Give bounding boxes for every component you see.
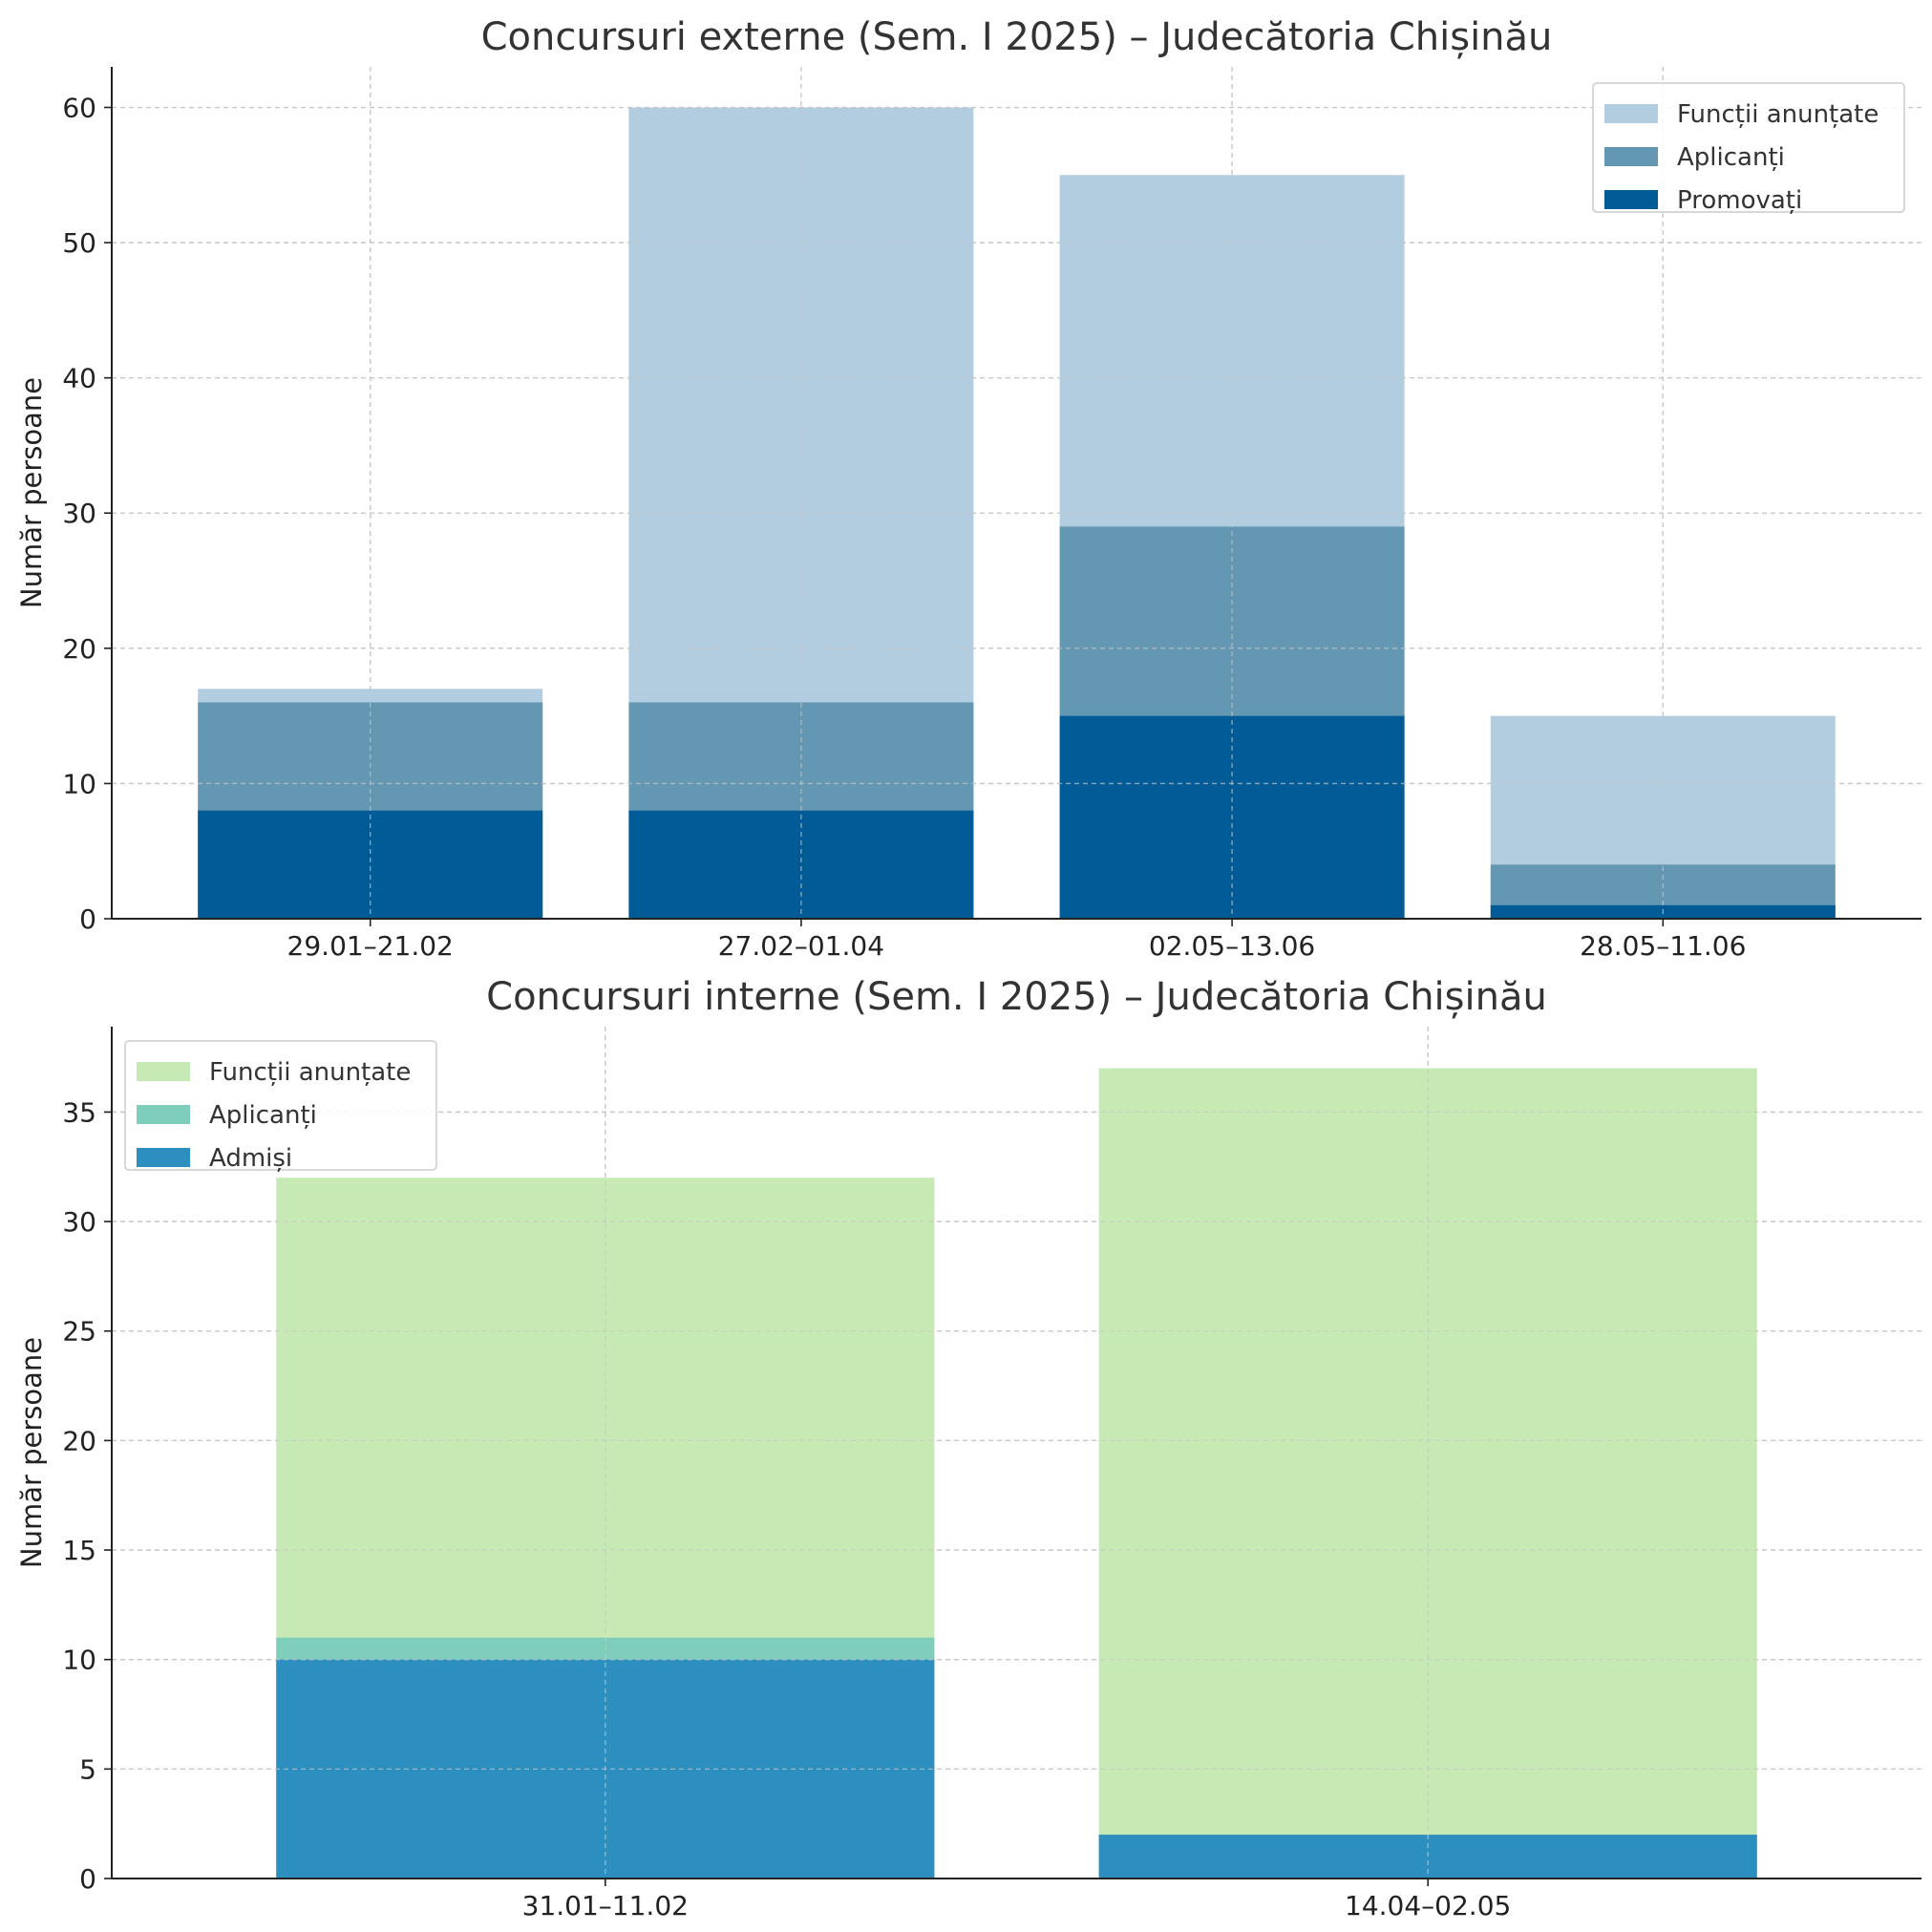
x-tick-label: 27.02–01.04: [718, 930, 884, 962]
legend-label: Funcții anunțate: [1677, 100, 1879, 129]
legend-box: [124, 1040, 437, 1171]
y-tick-label: 30: [62, 1206, 96, 1238]
legend: Funcții anunțate Aplicanți Promovați: [1592, 82, 1905, 215]
legend-box: [1592, 82, 1905, 213]
y-tick-label: 50: [62, 227, 96, 259]
subplot-1: 0 10 20 30 40 50 60 29.01–21.02 27.02–01.04 02.05…: [15, 15, 1921, 962]
legend-label: Admiși: [209, 1144, 292, 1173]
y-tick-label: 20: [62, 1425, 96, 1456]
legend-label: Funcții anunțate: [209, 1058, 411, 1087]
legend-swatch: [1604, 190, 1658, 209]
y-tick-label: 5: [79, 1753, 96, 1785]
y-tick-label: 60: [62, 92, 96, 123]
legend-swatch: [137, 1148, 190, 1167]
subplot-2: 0 5 10 15 20 25 30 35 31.01–11.02 14.04–02.05 Conc…: [15, 975, 1921, 1921]
legend-swatch: [137, 1062, 190, 1081]
x-tick-label: 28.05–11.06: [1580, 930, 1746, 962]
y-tick-label: 20: [62, 633, 96, 665]
y-tick-label: 30: [62, 498, 96, 529]
legend-label: Aplicanți: [209, 1101, 317, 1130]
legend-swatch: [137, 1105, 190, 1124]
x-tick-label: 29.01–21.02: [287, 930, 454, 962]
y-tick-label: 10: [62, 768, 96, 799]
legend-label: Promovați: [1677, 186, 1802, 215]
y-tick-label: 40: [62, 363, 96, 394]
legend-label: Aplicanți: [1677, 143, 1785, 172]
y-tick-label: 10: [62, 1645, 96, 1676]
x-tick-label: 14.04–02.05: [1345, 1890, 1511, 1921]
y-tick-label: 15: [62, 1535, 96, 1566]
y-axis-label: Număr persoane: [15, 377, 48, 608]
chart-title: Concursuri interne (Sem. I 2025) – Judec…: [486, 975, 1547, 1019]
bar: [1098, 1068, 1757, 1879]
x-tick-label: 02.05–13.06: [1149, 930, 1315, 962]
y-tick-label: 35: [62, 1096, 96, 1128]
legend-swatch: [1604, 147, 1658, 166]
y-tick-label: 0: [79, 903, 96, 935]
chart-title: Concursuri externe (Sem. I 2025) – Judec…: [481, 15, 1553, 59]
legend-swatch: [1604, 104, 1658, 123]
y-tick-label: 25: [62, 1316, 96, 1348]
y-tick-label: 0: [79, 1863, 96, 1895]
legend: Funcții anunțate Aplicanți Admiși: [124, 1040, 437, 1173]
y-axis-label: Număr persoane: [15, 1337, 48, 1568]
x-tick-label: 31.01–11.02: [522, 1890, 689, 1921]
